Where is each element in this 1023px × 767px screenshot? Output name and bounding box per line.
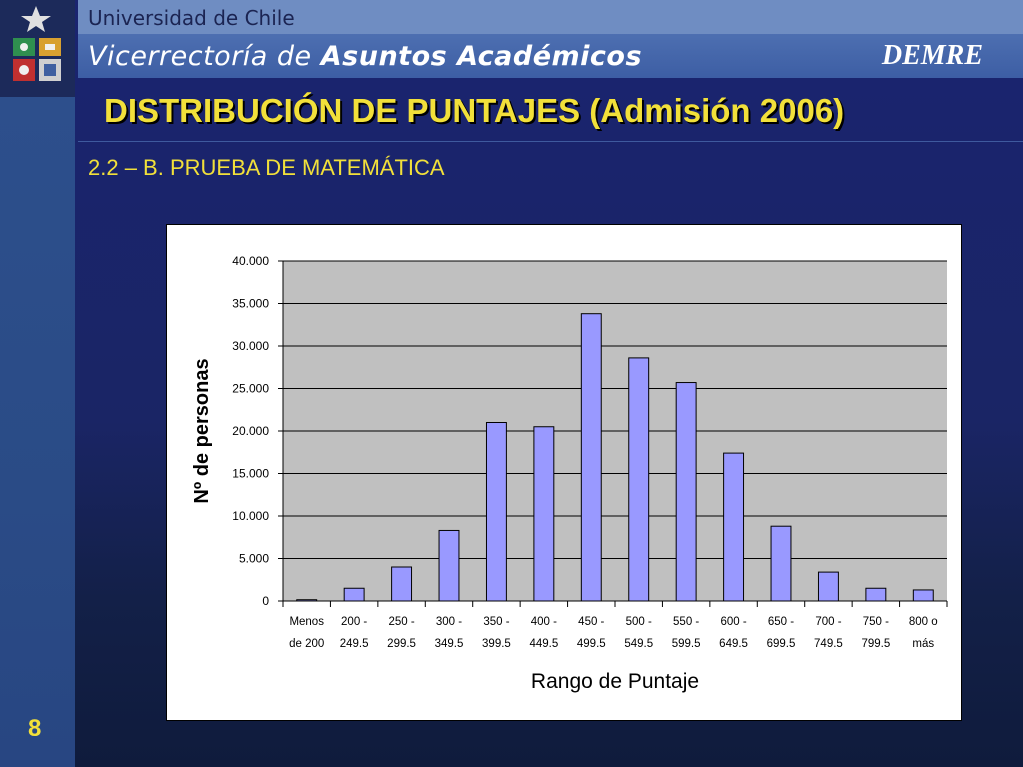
vicerrectoria-bold: Asuntos Académicos	[320, 41, 643, 72]
x-tick-label: 450 -	[578, 616, 604, 628]
x-tick-label: 249.5	[340, 638, 369, 650]
y-tick-label: 35.000	[232, 297, 269, 311]
x-tick-label: más	[912, 638, 934, 650]
bar	[296, 599, 318, 602]
x-tick-label: 200 -	[341, 616, 367, 628]
slide-subtitle: 2.2 – B. PRUEBA DE MATEMÁTICA	[88, 155, 445, 180]
y-axis-label: Nº de personas	[191, 358, 213, 503]
vicerrectoria-name: Vicerrectoría de Asuntos Académicos	[88, 41, 642, 72]
university-name: Universidad de Chile	[88, 6, 295, 30]
header-top-band	[78, 0, 1023, 34]
vicerrectoria-prefix: Vicerrectoría de	[88, 41, 312, 72]
bar	[580, 313, 602, 602]
x-tick-label: 400 -	[531, 616, 557, 628]
x-tick-label: 650 -	[768, 616, 794, 628]
left-sidebar-band	[0, 97, 75, 767]
y-tick-label: 0	[262, 594, 269, 608]
x-tick-label: de 200	[289, 638, 324, 650]
coat-of-arms-icon	[13, 6, 61, 81]
y-tick-label: 20.000	[232, 424, 269, 438]
bar	[723, 452, 745, 602]
x-tick-label: 800 o	[909, 616, 938, 628]
x-axis-label: Rango de Puntaje	[531, 670, 699, 693]
x-tick-label: 499.5	[577, 638, 606, 650]
bar	[817, 571, 839, 602]
chart-container: 0 5.000 10.000 15.000 20.000 25.000 30.000 35.0…	[166, 224, 962, 721]
header-bottom-band	[78, 34, 1023, 78]
x-tick-label: 550 -	[673, 616, 699, 628]
bar	[912, 589, 934, 602]
bar	[770, 525, 792, 602]
y-tick-label: 5.000	[239, 552, 269, 566]
bar-chart: 0 5.000 10.000 15.000 20.000 25.000 30.000 35.0…	[191, 254, 948, 693]
bar	[533, 426, 555, 602]
x-tick-label: 600 -	[720, 616, 746, 628]
x-tick-label: 750 -	[863, 616, 889, 628]
bar	[628, 357, 650, 602]
x-tick-label: 799.5	[861, 638, 890, 650]
x-tick-label: 250 -	[388, 616, 414, 628]
x-tick-label: 500 -	[626, 616, 652, 628]
x-tick-label: 700 -	[815, 616, 841, 628]
x-tick-label: 350 -	[483, 616, 509, 628]
bar	[675, 382, 697, 602]
bar	[391, 566, 413, 602]
x-tick-label: 449.5	[529, 638, 558, 650]
x-tick-label: Menos	[289, 616, 324, 628]
university-logo	[0, 0, 75, 97]
page-number: 8	[28, 715, 42, 742]
title-divider	[78, 141, 1023, 142]
x-tick-label: 649.5	[719, 638, 748, 650]
x-tick-label: 599.5	[672, 638, 701, 650]
bar	[485, 422, 507, 602]
x-tick-label: 699.5	[767, 638, 796, 650]
x-tick-label: 549.5	[624, 638, 653, 650]
y-tick-label: 10.000	[232, 509, 269, 523]
x-tick-label: 399.5	[482, 638, 511, 650]
y-tick-label: 25.000	[232, 382, 269, 396]
bar	[343, 587, 365, 602]
y-tick-label: 30.000	[232, 339, 269, 353]
x-tick-label: 349.5	[435, 638, 464, 650]
x-tick-label: 299.5	[387, 638, 416, 650]
x-tick-label: 749.5	[814, 638, 843, 650]
bar	[438, 529, 460, 602]
y-tick-label: 15.000	[232, 467, 269, 481]
y-tick-label: 40.000	[232, 254, 269, 268]
demre-brand: DEMRE	[881, 40, 983, 71]
x-tick-label: 300 -	[436, 616, 462, 628]
bar	[865, 587, 887, 602]
slide-title: DISTRIBUCIÓN DE PUNTAJES (Admisión 2006)	[104, 92, 845, 129]
